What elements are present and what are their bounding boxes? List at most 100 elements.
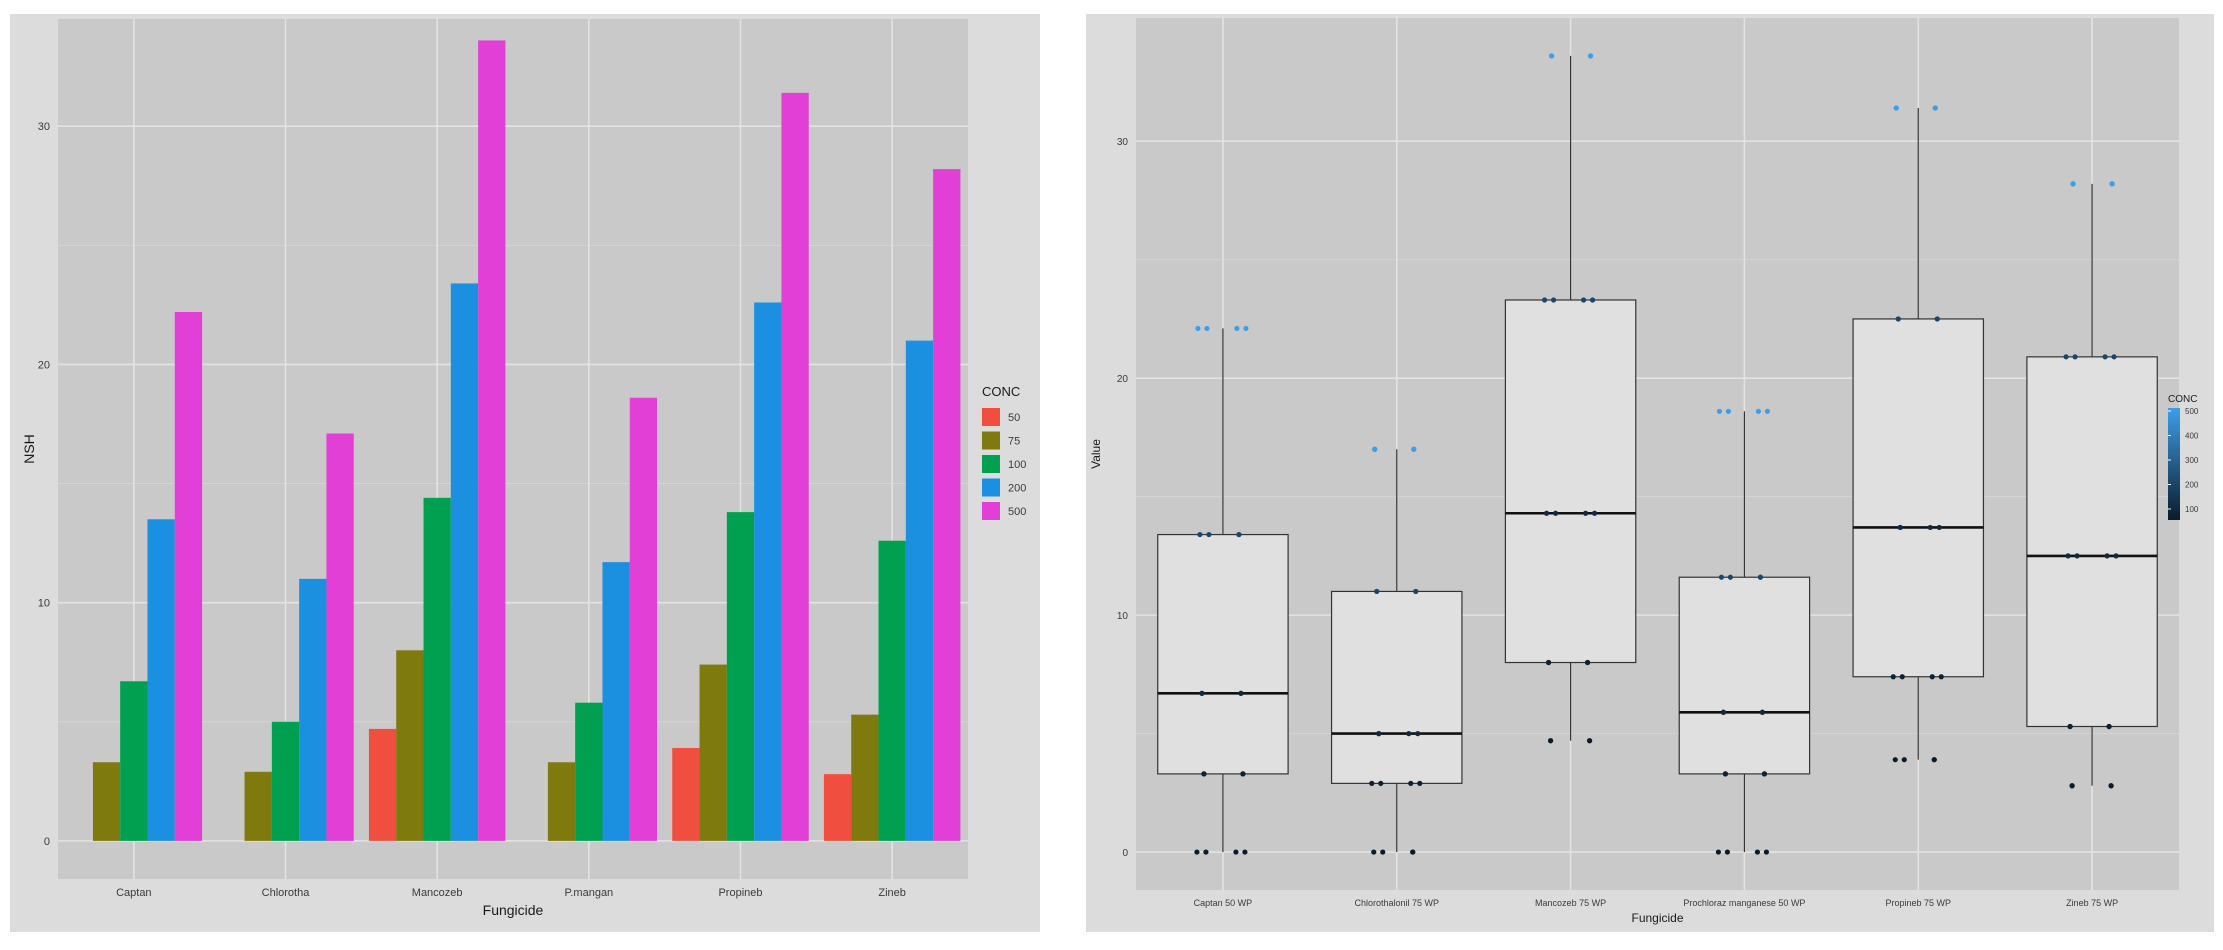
data-point: [1238, 690, 1244, 696]
bar-200-propineb: [754, 302, 782, 841]
x-tick-label: Propineb 75 WP: [1885, 898, 1951, 908]
data-point: [1763, 849, 1770, 855]
data-point: [1582, 510, 1589, 516]
data-point: [1406, 731, 1412, 737]
data-point: [1201, 771, 1207, 777]
data-point: [1541, 297, 1548, 303]
data-point: [1899, 674, 1905, 680]
bar-200-mancozeb: [450, 283, 479, 841]
x-tick-label: Mancozeb: [412, 887, 463, 899]
legend-swatch-200: [982, 478, 1000, 497]
data-point: [1417, 780, 1423, 786]
box: [1504, 299, 1637, 664]
legend-label-50: 50: [1008, 412, 1020, 424]
data-point: [2106, 723, 2112, 730]
legend-tick-label: 500: [2185, 407, 2199, 416]
x-axis-title: Fungicide: [483, 902, 544, 918]
bar-500-zineb: [933, 169, 961, 841]
data-point: [1938, 674, 1944, 680]
data-point: [1550, 297, 1557, 303]
box: [1678, 576, 1811, 775]
data-point: [1897, 524, 1903, 531]
bar-50-mancozeb: [368, 728, 397, 841]
data-point: [1411, 446, 1417, 452]
data-point: [1380, 849, 1386, 855]
plot-background: [1136, 18, 2179, 890]
data-point: [1203, 849, 1209, 855]
data-point: [2074, 553, 2080, 559]
bar-75-captan: [92, 762, 121, 841]
data-point: [1194, 849, 1200, 855]
data-point: [1754, 849, 1761, 855]
box-plot: 0 10 20 30 Captan 50 WP Chlorothalonil 75 WP M…: [1089, 18, 2199, 925]
data-point: [1206, 531, 1212, 538]
data-point: [1718, 574, 1725, 580]
data-point: [1204, 325, 1210, 332]
data-point: [2102, 354, 2108, 360]
data-point: [1415, 731, 1421, 737]
bar-100-mancozeb: [423, 497, 451, 841]
data-point: [1378, 780, 1384, 786]
data-point: [1761, 771, 1768, 777]
data-point: [1580, 297, 1587, 303]
legend-label-75: 75: [1008, 436, 1020, 448]
data-point: [1413, 588, 1419, 595]
bar-100-captan: [120, 681, 148, 841]
box: [1852, 318, 1985, 678]
data-point: [2108, 783, 2114, 789]
data-point: [1932, 105, 1938, 111]
data-point: [1934, 316, 1940, 322]
bar-100-zineb: [878, 540, 906, 841]
bar-500-pmangan: [629, 397, 658, 841]
x-tick-label: Prochloraz manganese 50 WP: [1683, 898, 1805, 908]
legend-swatch-75: [982, 431, 1000, 450]
data-point: [1936, 524, 1942, 531]
data-point: [1586, 738, 1593, 744]
data-point: [1725, 408, 1732, 414]
bar-200-zineb: [905, 340, 934, 841]
data-point: [1197, 531, 1203, 538]
x-tick-label: Zineb 75 WP: [2066, 898, 2118, 908]
data-point: [1727, 574, 1734, 580]
data-point: [2104, 553, 2110, 559]
bar-500-mancozeb: [478, 40, 506, 841]
legend-tick-label: 100: [2185, 505, 2199, 514]
data-point: [1543, 510, 1550, 516]
bar-50-zineb: [823, 774, 852, 841]
data-point: [1587, 53, 1594, 59]
data-point: [1764, 408, 1771, 414]
y-tick-label: 0: [1122, 848, 1128, 859]
data-point: [2111, 354, 2117, 360]
x-tick-label: Chlorotha: [262, 887, 311, 899]
bar-500-propineb: [781, 92, 809, 841]
x-tick-label: Zineb: [878, 887, 906, 899]
data-point: [1234, 325, 1240, 332]
legend-tick-label: 300: [2185, 456, 2199, 465]
bar-200-pmangan: [602, 562, 630, 841]
x-tick-label: P.mangan: [564, 887, 613, 899]
data-point: [2113, 553, 2119, 559]
data-point: [2109, 181, 2115, 187]
data-point: [1892, 757, 1898, 763]
data-point: [1552, 510, 1559, 516]
data-point: [1755, 408, 1762, 414]
data-point: [1410, 849, 1416, 855]
data-point: [1722, 771, 1729, 777]
bar-75-zineb: [851, 714, 879, 841]
data-point: [1720, 709, 1727, 715]
data-point: [1236, 531, 1242, 538]
data-point: [1890, 674, 1896, 680]
box-plot-panel: 0 10 20 30 Captan 50 WP Chlorothalonil 75 WP M…: [1086, 14, 2214, 932]
bar-75-chlorotha: [244, 771, 272, 841]
data-point: [2069, 783, 2075, 789]
legend-swatch-500: [982, 502, 1000, 520]
y-tick-label: 30: [38, 121, 50, 133]
data-point: [1548, 53, 1555, 59]
bar-75-mancozeb: [396, 650, 424, 841]
legend-label-500: 500: [1008, 506, 1026, 518]
box: [1330, 590, 1463, 784]
data-point: [1931, 757, 1937, 763]
bar-chart: 0 10 20 30 Captan Chlorotha Mancozeb P.mangan Pr…: [21, 19, 1026, 918]
y-tick-label: 20: [38, 359, 50, 371]
bar-100-propineb: [726, 512, 755, 841]
